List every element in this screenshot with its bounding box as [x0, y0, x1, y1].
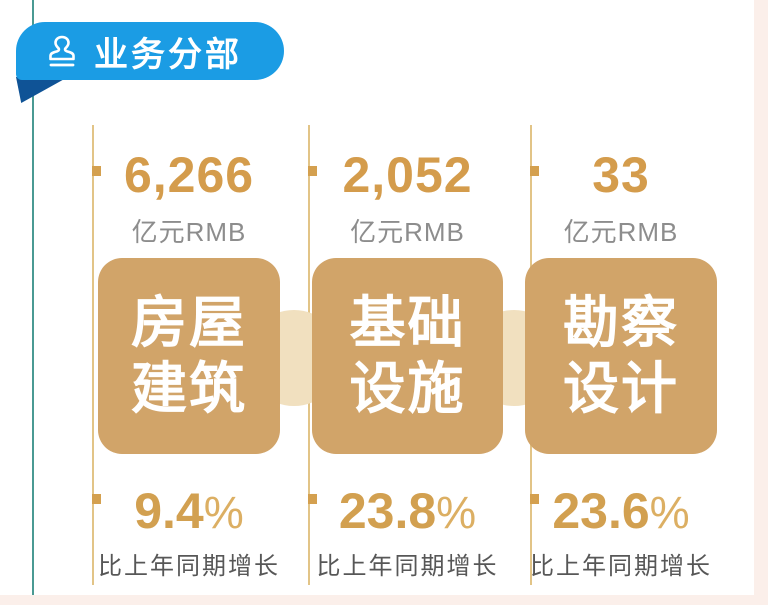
segment-name-box: 房屋 建筑 — [98, 258, 280, 454]
percent-sign: % — [649, 487, 690, 538]
growth-caption: 比上年同期增长 — [316, 553, 499, 580]
segment-name-line1: 房屋 — [131, 291, 247, 355]
stamp-icon — [49, 35, 75, 67]
percent-sign: % — [203, 487, 244, 538]
page-edge-bottom — [0, 595, 768, 605]
percent-sign: % — [436, 487, 477, 538]
tick-mark — [308, 166, 317, 176]
segment-column-infrastructure: 2,052 亿元RMB 基础 设施 23.8% 比上年同期增长 — [312, 0, 503, 605]
segment-name-line2: 设计 — [563, 357, 679, 420]
left-accent-line — [32, 0, 34, 595]
section-header-ribbon: 业务分部 — [16, 22, 284, 80]
growth-value: 23.6 — [552, 483, 650, 539]
segment-unit-label: 亿元RMB — [563, 217, 679, 247]
tick-mark — [92, 494, 101, 504]
segment-unit-label: 亿元RMB — [350, 217, 465, 247]
segment-growth: 23.6% — [525, 482, 717, 540]
tick-mark — [308, 494, 317, 504]
segment-name-line1: 勘察 — [563, 291, 679, 355]
tick-mark — [530, 166, 539, 176]
segment-growth: 23.8% — [312, 482, 503, 540]
ribbon-fold — [16, 77, 68, 103]
segment-name-box: 基础 设施 — [312, 258, 503, 454]
segment-value: 2,052 — [342, 147, 473, 203]
growth-value: 23.8 — [338, 483, 437, 539]
growth-caption: 比上年同期增长 — [530, 553, 712, 580]
section-title: 业务分部 — [94, 35, 242, 74]
segment-column-housing: 6,266 亿元RMB 房屋 建筑 9.4% 比上年同期增长 — [98, 0, 280, 605]
page-edge-right — [754, 0, 768, 605]
tick-mark — [530, 494, 539, 504]
segment-name-box: 勘察 设计 — [525, 258, 717, 454]
growth-caption: 比上年同期增长 — [98, 553, 280, 580]
segment-value: 6,266 — [123, 147, 255, 203]
segment-unit-label: 亿元RMB — [131, 217, 247, 247]
segment-name-line1: 基础 — [349, 291, 466, 355]
segment-growth: 9.4% — [98, 482, 280, 540]
segment-value: 33 — [592, 147, 650, 203]
tick-mark — [92, 166, 101, 176]
segment-name-line2: 设施 — [349, 357, 466, 420]
segment-name-line2: 建筑 — [131, 357, 247, 420]
separator-line-1 — [92, 125, 94, 585]
growth-value: 9.4 — [134, 483, 204, 539]
segment-column-survey-design: 33 亿元RMB 勘察 设计 23.6% 比上年同期增长 — [525, 0, 717, 605]
